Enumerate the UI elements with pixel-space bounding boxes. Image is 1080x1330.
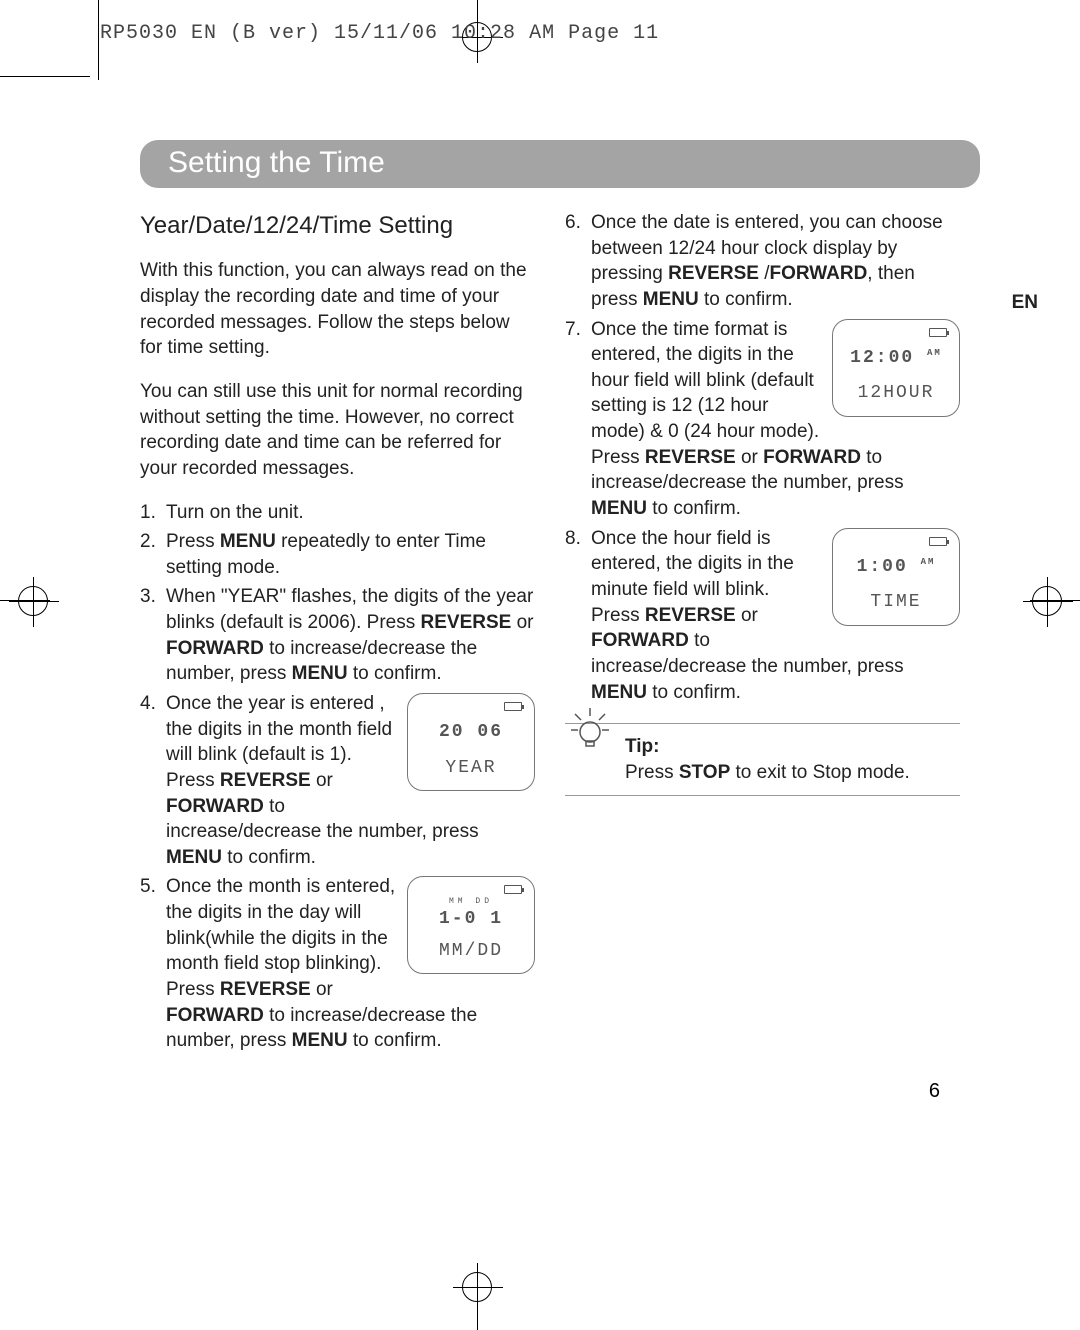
page-number: 6 (929, 1080, 940, 1103)
tip-label: Tip: (625, 736, 659, 757)
language-tab: EN (1012, 290, 1038, 316)
steps-list-left: Turn on the unit. Press MENU repeatedly … (140, 500, 535, 1054)
steps-list-right: Once the date is entered, you can choose… (565, 210, 960, 705)
step-1: Turn on the unit. (140, 500, 535, 526)
step-5: MM DD 1-0 1 MM/DD Once the month is ente… (140, 874, 535, 1053)
intro-para-1: With this function, you can always read … (140, 258, 535, 361)
lcd-time: 1:00 AM TIME (832, 528, 960, 626)
tip-box: Tip: Press STOP to exit to Stop mode. (565, 723, 960, 796)
subtitle: Year/Date/12/24/Time Setting (140, 210, 535, 242)
step-4: 20 06 YEAR Once the year is entered , th… (140, 691, 535, 870)
lcd-12hour: 12:00 AM 12HOUR (832, 319, 960, 417)
battery-icon (504, 885, 522, 894)
lcd-year: 20 06 YEAR (407, 693, 535, 791)
battery-icon (504, 702, 522, 711)
step-6: Once the date is entered, you can choose… (565, 210, 960, 313)
lightbulb-icon (565, 702, 615, 752)
intro-para-2: You can still use this unit for normal r… (140, 379, 535, 482)
step-2: Press MENU repeatedly to enter Time sett… (140, 529, 535, 580)
battery-icon (929, 328, 947, 337)
left-column: Year/Date/12/24/Time Setting With this f… (140, 210, 535, 1058)
page-content: Setting the Time Year/Date/12/24/Time Se… (140, 140, 962, 1058)
right-column: EN Once the date is entered, you can cho… (565, 210, 960, 1058)
step-7: 12:00 AM 12HOUR Once the time format is … (565, 317, 960, 522)
section-title: Setting the Time (140, 140, 980, 188)
step-8: 1:00 AM TIME Once the hour field is ente… (565, 526, 960, 705)
lcd-mmdd: MM DD 1-0 1 MM/DD (407, 876, 535, 974)
print-header: RP5030 EN (B ver) 15/11/06 10:28 AM Page… (100, 22, 659, 45)
step-3: When "YEAR" flashes, the digits of the y… (140, 584, 535, 687)
battery-icon (929, 537, 947, 546)
